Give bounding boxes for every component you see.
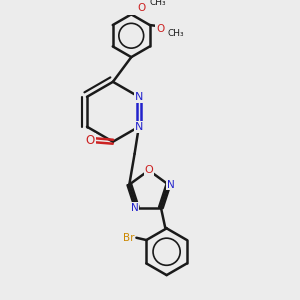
Text: CH₃: CH₃ bbox=[149, 0, 166, 7]
Text: O: O bbox=[137, 3, 146, 13]
Text: N: N bbox=[167, 180, 175, 190]
Text: N: N bbox=[135, 122, 143, 132]
Text: CH₃: CH₃ bbox=[168, 29, 184, 38]
Text: N: N bbox=[135, 92, 143, 102]
Text: Br: Br bbox=[123, 233, 134, 243]
Text: O: O bbox=[145, 165, 153, 176]
Text: O: O bbox=[156, 24, 164, 34]
Text: N: N bbox=[130, 202, 138, 212]
Text: O: O bbox=[85, 134, 95, 147]
